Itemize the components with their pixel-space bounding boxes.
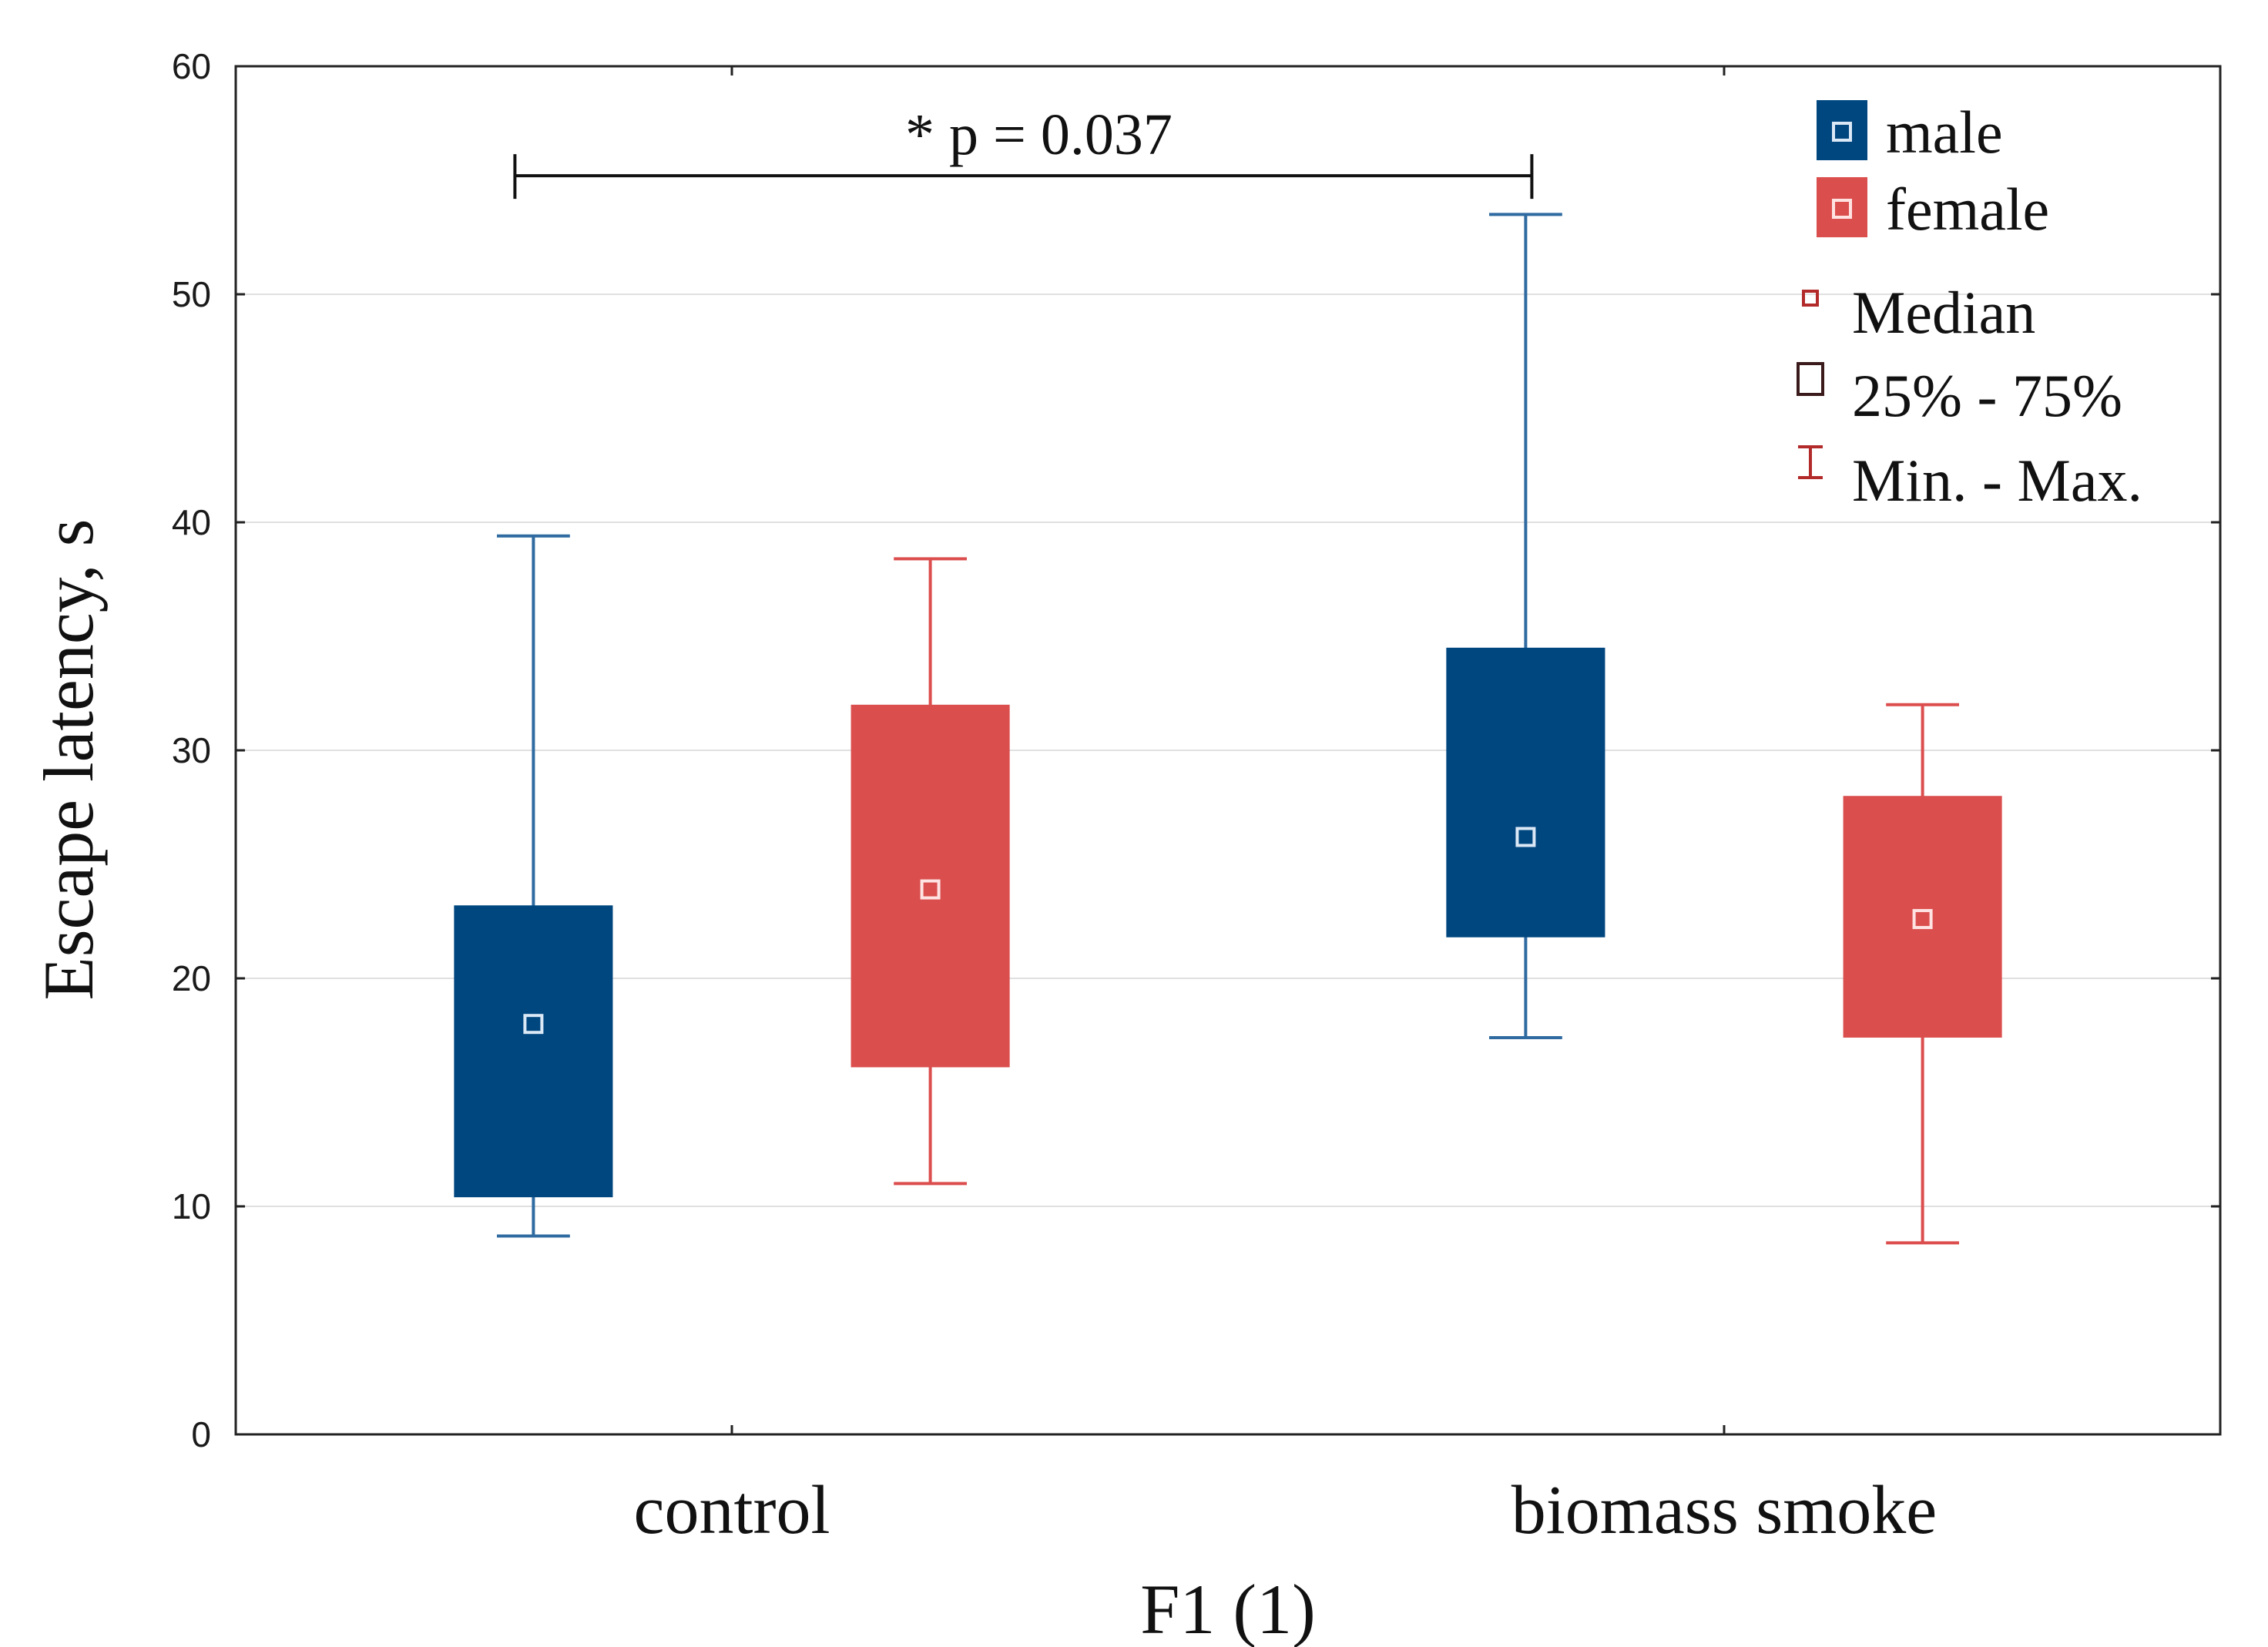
boxes — [454, 647, 2002, 1198]
legend-median-icon — [1802, 290, 1819, 307]
y-tick-label: 50 — [172, 274, 211, 314]
x-category-label: control — [634, 1472, 830, 1548]
x-category-label: biomass smoke — [1511, 1472, 1937, 1548]
iqr-box — [1843, 796, 2002, 1038]
y-tick-label: 0 — [191, 1414, 211, 1454]
y-tick-label: 60 — [172, 46, 211, 86]
significance-annotation: * p = 0.037 — [513, 102, 1534, 200]
legend-range-label: Min. - Max. — [1852, 447, 2142, 514]
whiskers — [497, 213, 1959, 1245]
iqr-box — [454, 905, 613, 1198]
y-tick-label: 30 — [172, 730, 211, 770]
y-tick-label: 40 — [172, 502, 211, 542]
legend-iqr-label: 25% - 75% — [1852, 362, 2122, 429]
legend-swatch-male — [1817, 100, 1867, 160]
legend-swatch-female — [1817, 177, 1867, 237]
significance-label: * p = 0.037 — [905, 102, 1173, 167]
plot-frame — [234, 65, 2222, 1436]
legend-label-female: female — [1886, 176, 2049, 243]
x-axis-title: F1 (1) — [1140, 1570, 1315, 1647]
median-marker — [1515, 827, 1536, 847]
legend-iqr-icon — [1797, 362, 1824, 396]
y-tick-label: 10 — [172, 1186, 211, 1226]
y-axis-title: Escape latency, s — [29, 519, 108, 1001]
axes: 0 10 20 30 40 50 60 control biomass smoke — [172, 46, 2222, 1548]
median-marker — [1912, 909, 1933, 930]
y-tick-label: 20 — [172, 958, 211, 998]
median-marker — [523, 1014, 544, 1035]
legend-swatch-marker — [1832, 122, 1852, 142]
iqr-box — [850, 704, 1010, 1068]
iqr-box — [1446, 647, 1605, 938]
legend-median-label: Median — [1852, 279, 2035, 346]
legend: male female Median 25% - 75% Min. - Max. — [1797, 99, 2142, 514]
legend-swatch-marker — [1832, 199, 1852, 219]
median-marker — [920, 879, 941, 900]
legend-label-male: male — [1886, 99, 2003, 166]
